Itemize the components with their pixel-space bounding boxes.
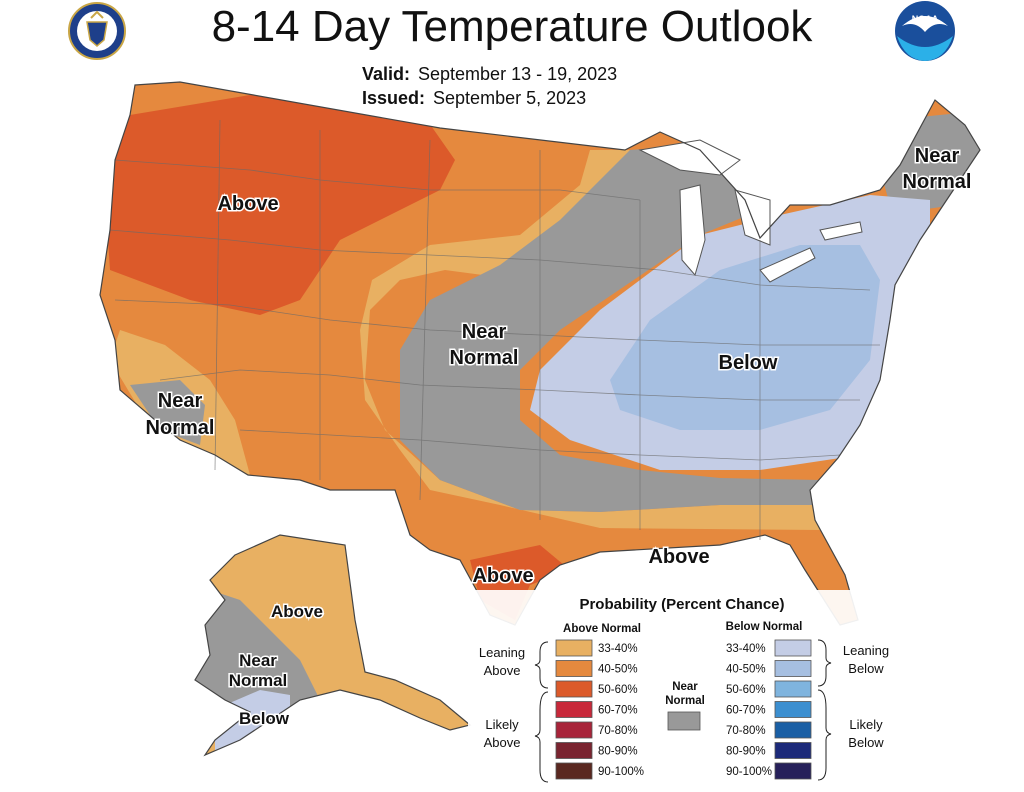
map-title: 8-14 Day Temperature Outlook [211,2,813,51]
below-swatch [774,721,812,739]
legend-leaning-above-line2: Above [484,663,521,678]
legend-leaning-below-line2: Below [848,661,884,676]
noaa-logo: NOAA [895,1,955,61]
label-alaska-above: Above [271,602,323,621]
label-above-west: Above [217,193,278,215]
below-swatch [774,680,812,698]
below-range-label: 50-60% [726,684,766,696]
above-33-40-region [360,150,820,530]
brace-leaning-below [817,639,832,687]
issued-value: September 5, 2023 [433,88,587,108]
brace-likely-below [817,689,832,781]
brace-likely-above [534,691,549,783]
label-above-gulf: Above [648,546,709,568]
above-range-label: 60-70% [598,705,638,717]
label-alaska-near-line1: Near [239,651,277,670]
below-swatch [774,639,812,657]
below-range-label: 90-100% [726,766,772,778]
issued-label: Issued: [362,88,426,108]
legend-likely-above-line2: Above [484,735,521,750]
legend-likely-below-line1: Likely [849,717,883,732]
above-range-label: 33-40% [598,643,638,655]
brace-leaning-above [534,641,549,689]
legend-background [468,590,918,790]
below-swatches: 33-40% 40-50% 50-60% 60-70% 70-80% 80-90% 90-1… [726,639,812,780]
legend-title: Probability (Percent Chance) [579,596,784,613]
legend-near-normal-swatch [667,711,701,731]
below-swatch [774,762,812,780]
legend-likely-above-line1: Likely [485,717,519,732]
noaa-logo-text: NOAA [912,14,939,24]
label-near-normal-central-line2: Normal [450,347,519,369]
legend-leaning-below-line1: Leaning [843,643,889,658]
issued-date: Issued: September 5, 2023 [362,88,586,109]
legend-leaning-above-line1: Leaning [479,645,525,660]
above-swatch [555,742,593,759]
above-range-label: 40-50% [598,664,638,676]
commerce-seal [68,2,126,60]
label-near-normal-ne-line1: Near [915,145,960,167]
valid-dates: Valid: September 13 - 19, 2023 [362,64,617,85]
lake-ontario [819,221,863,241]
legend-above-header: Above Normal [563,623,641,635]
above-swatch [555,660,593,677]
label-near-normal-ca-line2: Normal [146,417,215,439]
below-swatch [774,742,812,759]
label-near-normal-central-line1: Near [462,321,507,343]
above-range-label: 90-100% [598,766,644,778]
above-range-label: 50-60% [598,684,638,696]
label-near-normal-ne-line2: Normal [903,171,972,193]
below-range-label: 70-80% [726,725,766,737]
below-range-label: 80-90% [726,746,766,758]
label-alaska-below: Below [239,709,290,728]
legend-near-line2: Normal [665,695,705,707]
valid-label: Valid: [362,64,411,84]
state-boundaries [109,119,880,540]
near-normal-central-region [400,140,820,512]
lake-michigan [679,184,706,277]
above-swatch [555,701,593,718]
above-swatch [555,680,593,698]
above-range-label: 80-90% [598,746,638,758]
below-range-label: 33-40% [726,643,766,655]
legend-below-header: Below Normal [726,621,803,633]
above-swatch [555,762,593,780]
label-below-east: Below [719,352,778,374]
above-range-label: 70-80% [598,725,638,737]
label-near-normal-ca-line1: Near [158,390,203,412]
below-swatch [774,660,812,677]
above-swatch [555,721,593,739]
conus-shading [100,82,980,625]
label-alaska-near-line2: Normal [229,671,288,690]
below-range-label: 40-50% [726,664,766,676]
lake-erie [759,247,816,283]
alaska-outline [194,534,472,757]
above-swatches: 33-40% 40-50% 50-60% 60-70% 70-80% 80-90% 90-1… [555,639,644,780]
below-range-label: 60-70% [726,705,766,717]
legend-likely-below-line2: Below [848,735,884,750]
below-40-50-region [610,245,880,430]
above-swatch [555,639,593,657]
above-50-60-northwest-region [100,95,455,315]
near-normal-california-region [130,380,205,445]
label-above-texas: Above [472,565,533,587]
valid-value: September 13 - 19, 2023 [418,64,618,84]
below-swatch [774,701,812,718]
legend-near-line1: Near [672,681,698,693]
probability-legend: Probability (Percent Chance) Above Norma… [468,590,918,790]
